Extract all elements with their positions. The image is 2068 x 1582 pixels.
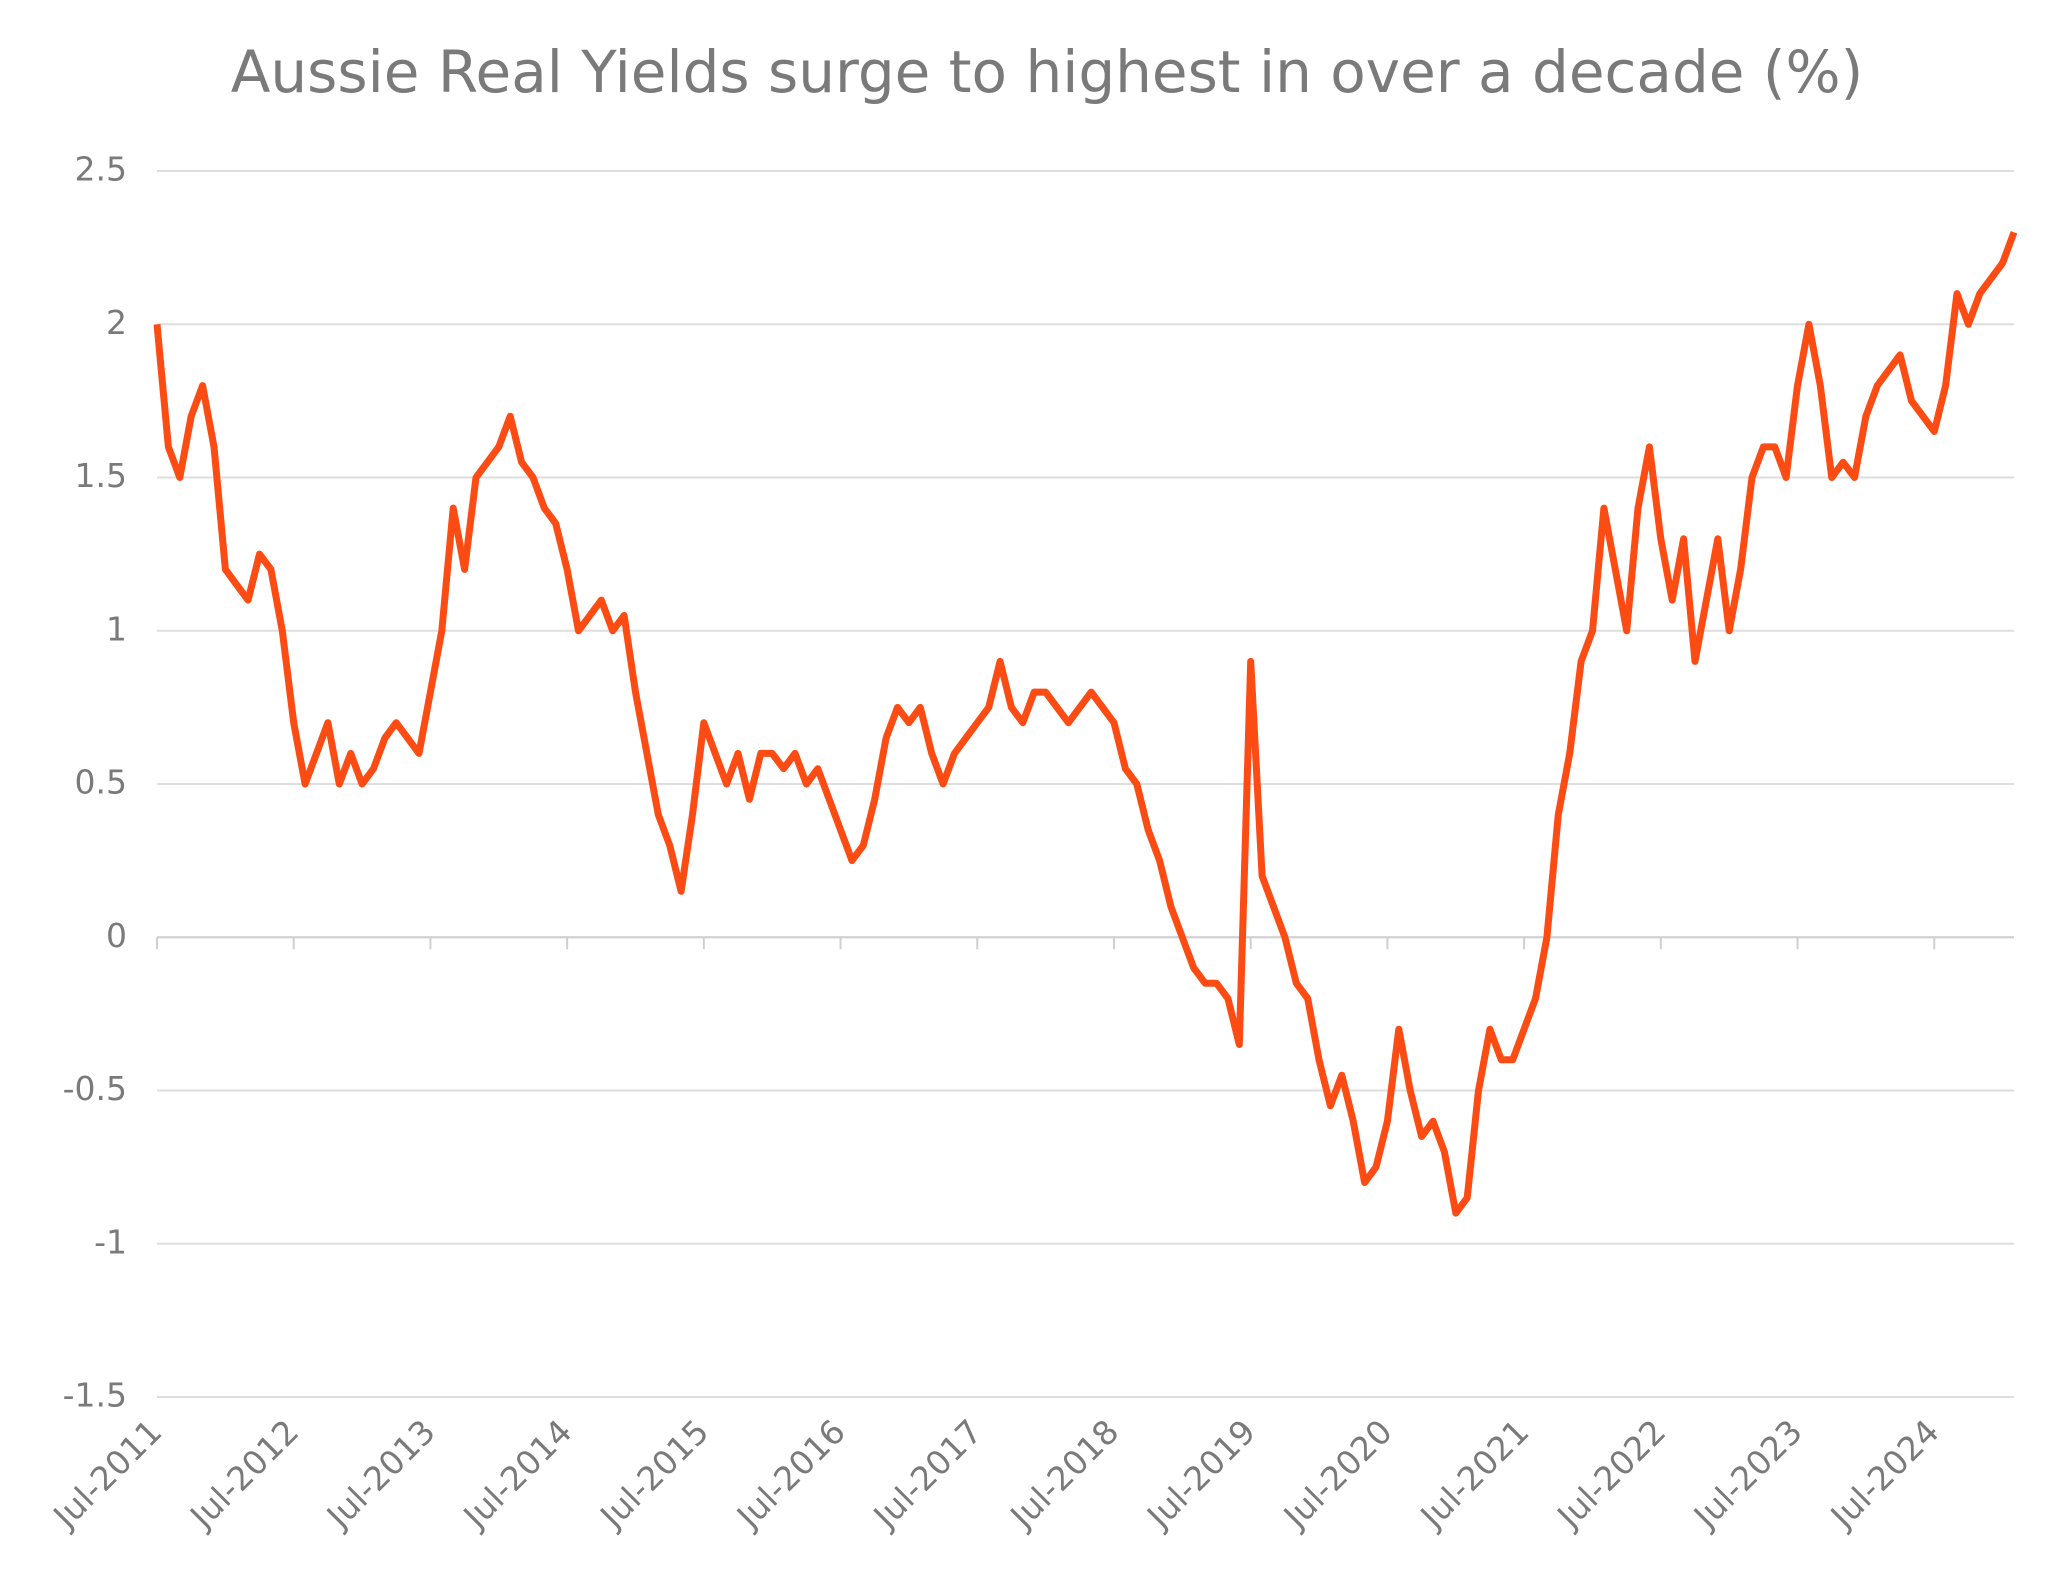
x-tick-label: Jul-2019 bbox=[1138, 1412, 1263, 1537]
y-tick-label: 2.5 bbox=[75, 150, 127, 189]
y-tick-label: 0.5 bbox=[75, 763, 127, 802]
y-tick-label: 1 bbox=[106, 609, 127, 648]
y-tick-label: 0 bbox=[106, 916, 127, 955]
x-tick-label: Jul-2014 bbox=[455, 1412, 580, 1537]
y-tick-label: 1.5 bbox=[75, 456, 127, 495]
y-tick-label: 2 bbox=[106, 303, 127, 342]
y-tick-label: -1.5 bbox=[63, 1376, 127, 1415]
x-tick-label: Jul-2017 bbox=[865, 1412, 990, 1537]
x-tick-label: Jul-2011 bbox=[44, 1412, 169, 1537]
line-series bbox=[153, 231, 2018, 1217]
x-tick-label: Jul-2013 bbox=[318, 1412, 443, 1537]
x-tick-label: Jul-2018 bbox=[1001, 1412, 1126, 1537]
x-tick-label: Jul-2023 bbox=[1685, 1412, 1810, 1537]
x-tick-label: Jul-2021 bbox=[1412, 1412, 1537, 1537]
x-tick-label: Jul-2020 bbox=[1275, 1412, 1400, 1537]
x-tick-label: Jul-2024 bbox=[1822, 1412, 1947, 1537]
x-tick-label: Jul-2016 bbox=[728, 1412, 853, 1537]
y-tick-label: -0.5 bbox=[63, 1069, 127, 1108]
y-tick-label: -1 bbox=[94, 1222, 127, 1261]
x-tick-label: Jul-2015 bbox=[591, 1412, 716, 1537]
x-tick-label: Jul-2022 bbox=[1548, 1412, 1673, 1537]
chart-title: Aussie Real Yields surge to highest in o… bbox=[231, 38, 1864, 106]
x-tick-label: Jul-2012 bbox=[181, 1412, 306, 1537]
